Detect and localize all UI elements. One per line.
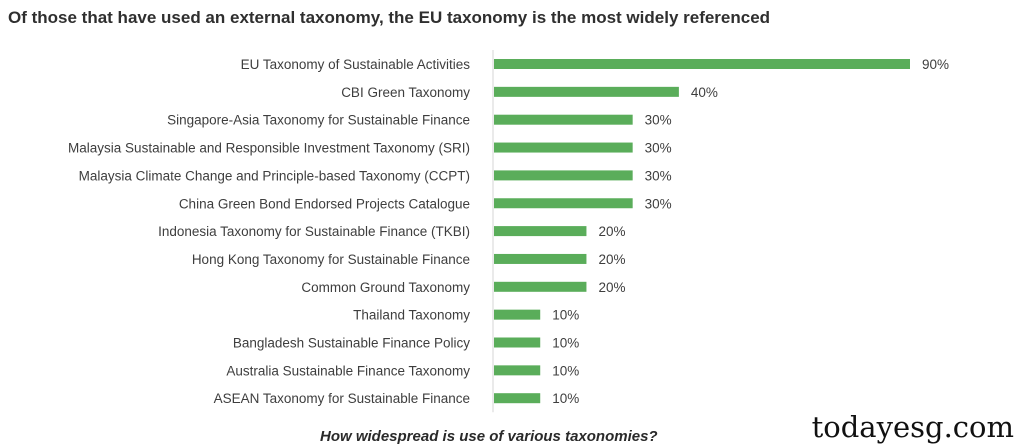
category-label: Malaysia Sustainable and Responsible Inv… [68, 141, 470, 156]
data-label: 20% [598, 252, 625, 267]
bar [494, 337, 541, 348]
chart-caption: How widespread is use of various taxonom… [320, 428, 658, 445]
category-label: Hong Kong Taxonomy for Sustainable Finan… [192, 252, 470, 267]
data-label: 20% [598, 280, 625, 295]
bar [494, 226, 587, 237]
data-label: 30% [645, 196, 672, 211]
category-label: Singapore-Asia Taxonomy for Sustainable … [167, 113, 470, 128]
data-label: 10% [552, 391, 579, 406]
category-label: China Green Bond Endorsed Projects Catal… [179, 196, 470, 211]
category-label: Thailand Taxonomy [353, 308, 470, 323]
category-label: Malaysia Climate Change and Principle-ba… [79, 168, 470, 183]
bar [494, 114, 633, 125]
bar [494, 59, 910, 69]
data-label: 10% [552, 363, 579, 378]
bar [494, 393, 541, 404]
bar [494, 86, 679, 97]
bar [494, 281, 587, 292]
category-label: Indonesia Taxonomy for Sustainable Finan… [158, 224, 470, 239]
category-label: CBI Green Taxonomy [341, 85, 470, 100]
category-label: Australia Sustainable Finance Taxonomy [226, 363, 470, 378]
category-label: Common Ground Taxonomy [301, 280, 470, 295]
bar [494, 170, 633, 181]
data-label: 10% [552, 308, 579, 323]
data-label: 20% [598, 224, 625, 239]
data-label: 30% [645, 141, 672, 156]
data-label: 30% [645, 168, 672, 183]
category-label: EU Taxonomy of Sustainable Activities [241, 57, 471, 72]
bar [494, 309, 541, 320]
bar [494, 198, 633, 209]
data-label: 10% [552, 336, 579, 351]
data-label: 90% [922, 57, 949, 72]
category-label: Bangladesh Sustainable Finance Policy [233, 336, 470, 351]
data-label: 40% [691, 85, 718, 100]
bar [494, 253, 587, 264]
chart-title: Of those that have used an external taxo… [8, 8, 771, 27]
data-label: 30% [645, 113, 672, 128]
category-label: ASEAN Taxonomy for Sustainable Finance [214, 391, 470, 406]
watermark: todayesg.com [811, 410, 1014, 444]
bar [494, 365, 541, 376]
bar [494, 142, 633, 153]
